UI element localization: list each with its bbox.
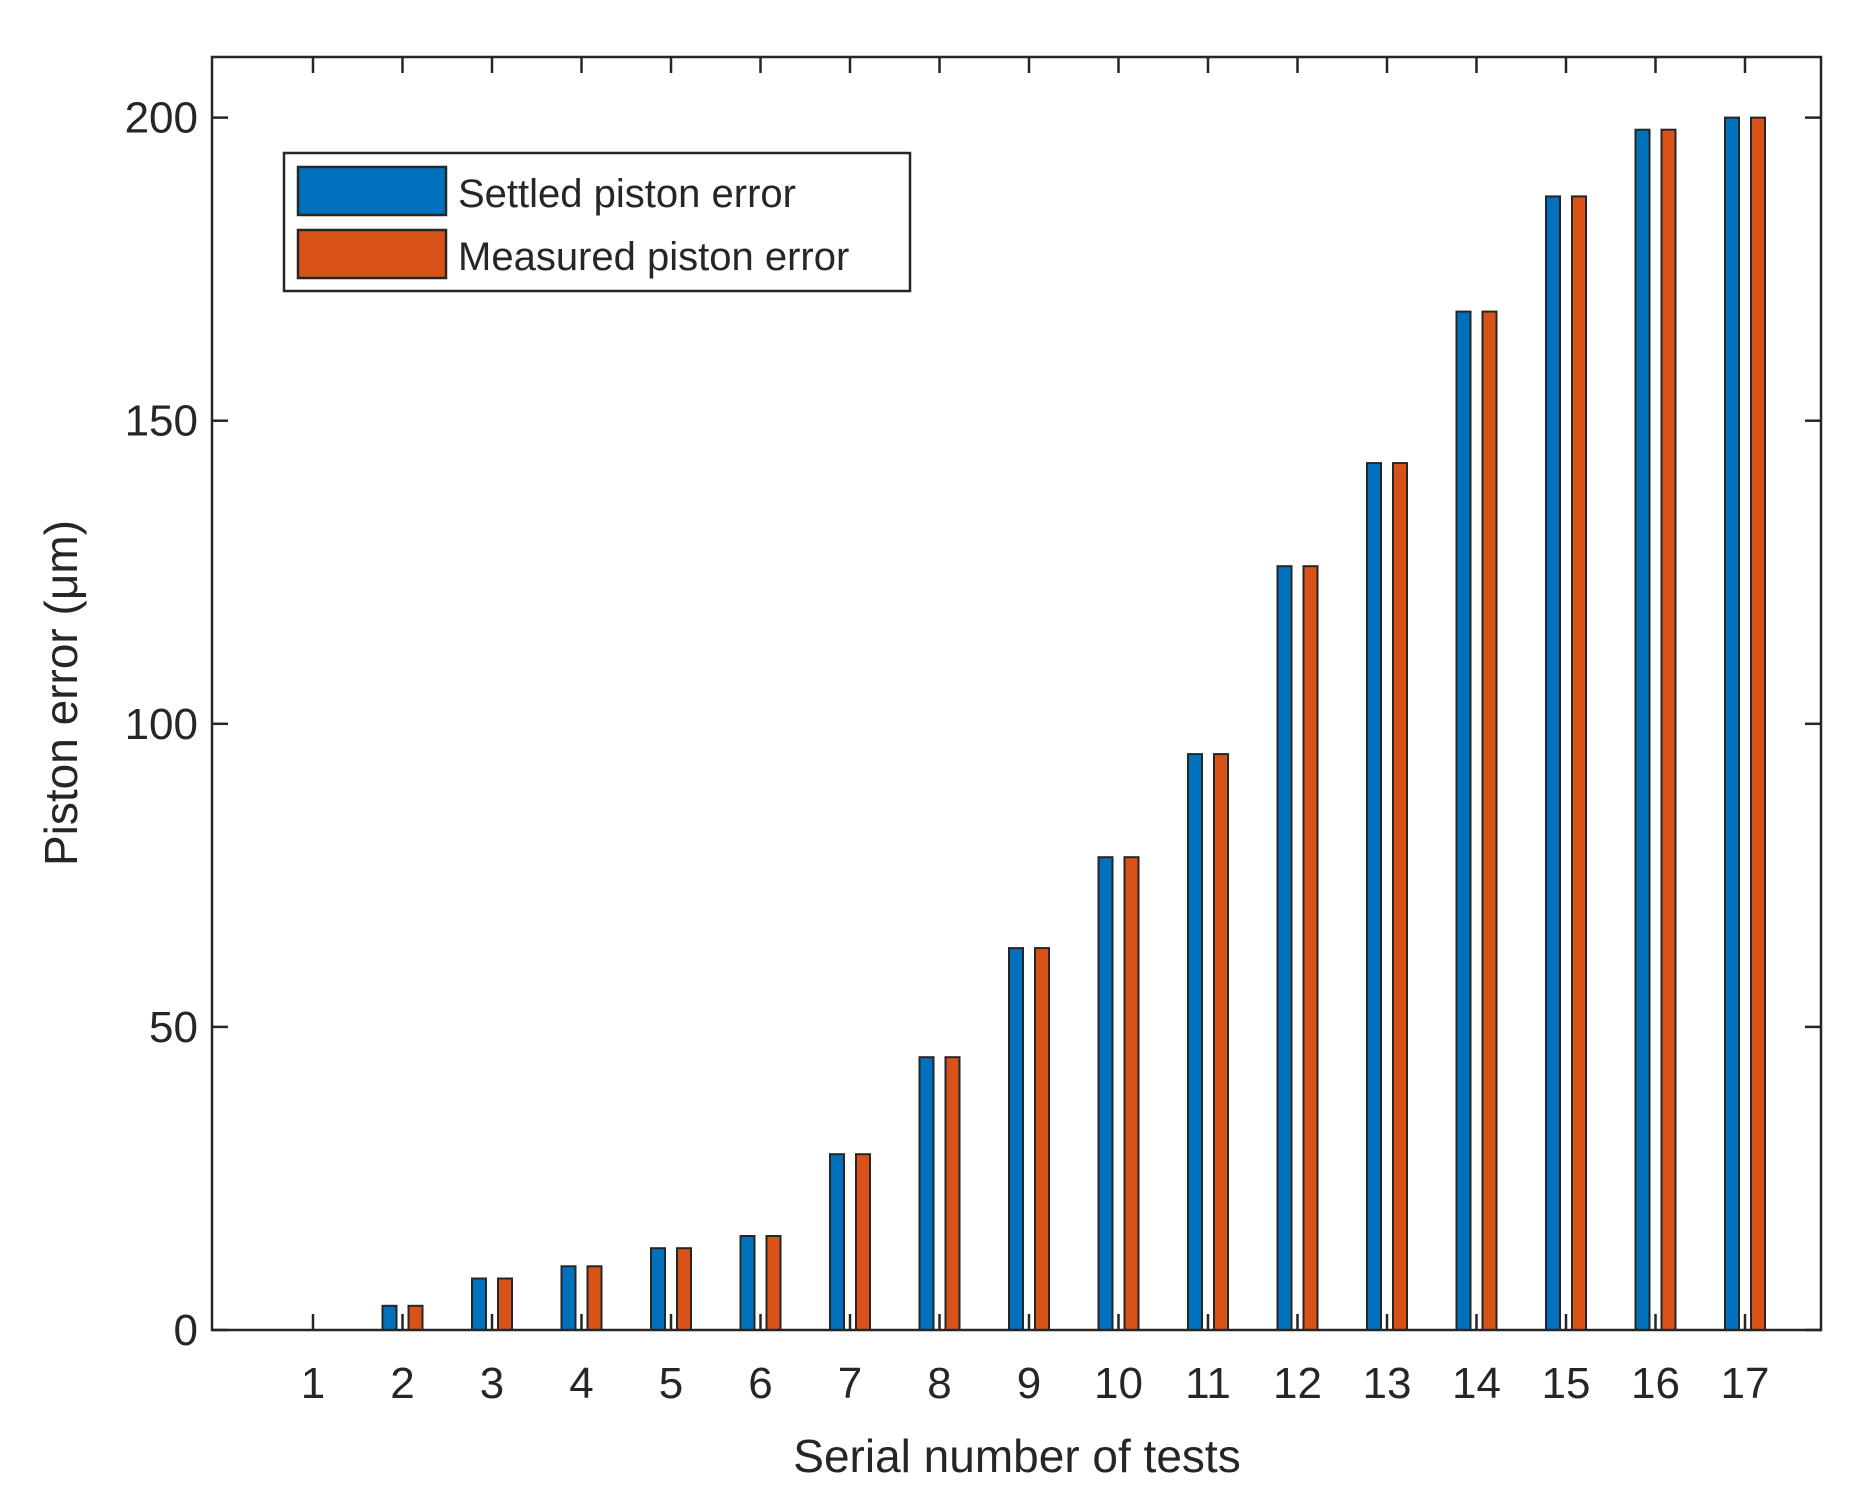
- y-axis-label: Piston error (μm): [35, 520, 87, 866]
- x-tick-label-16: 16: [1631, 1359, 1680, 1408]
- x-tick-label-10: 10: [1094, 1359, 1143, 1408]
- bar-measured-3: [497, 1277, 513, 1331]
- bar-measured-15: [1571, 195, 1587, 1331]
- x-tick-label-14: 14: [1452, 1359, 1501, 1408]
- legend: Settled piston error Measured piston err…: [282, 151, 912, 293]
- bar-measured-12: [1302, 565, 1319, 1331]
- bar-measured-10: [1123, 856, 1140, 1331]
- bar-measured-11: [1213, 753, 1229, 1331]
- bar-measured-7: [855, 1153, 871, 1331]
- x-tick-label-13: 13: [1363, 1359, 1412, 1408]
- legend-swatch-measured: [296, 228, 448, 280]
- bar-measured-2: [407, 1304, 424, 1332]
- x-tick-label-4: 4: [569, 1359, 593, 1408]
- bar-settled-16: [1634, 128, 1651, 1332]
- bar-settled-7: [829, 1153, 845, 1331]
- bar-measured-5: [676, 1247, 692, 1331]
- bar-settled-13: [1366, 462, 1382, 1332]
- bar-settled-12: [1276, 565, 1293, 1331]
- x-tick-label-3: 3: [480, 1359, 504, 1408]
- bar-settled-2: [381, 1304, 398, 1332]
- x-tick-label-9: 9: [1017, 1359, 1041, 1408]
- bar-measured-9: [1034, 947, 1050, 1331]
- bar-settled-5: [650, 1247, 666, 1331]
- bar-measured-4: [586, 1265, 603, 1332]
- y-tick-label-200: 200: [125, 94, 198, 143]
- x-tick-label-2: 2: [390, 1359, 414, 1408]
- y-tick-label-150: 150: [125, 397, 198, 446]
- bar-settled-11: [1187, 753, 1203, 1331]
- bar-measured-6: [765, 1235, 782, 1331]
- bar-settled-10: [1097, 856, 1114, 1331]
- plot-area-frame: [210, 55, 1823, 1332]
- bar-settled-8: [918, 1056, 935, 1331]
- bar-measured-13: [1392, 462, 1408, 1332]
- bar-settled-3: [471, 1277, 487, 1331]
- bar-measured-17: [1750, 116, 1766, 1332]
- x-axis-label: Serial number of tests: [793, 1430, 1240, 1482]
- bar-measured-16: [1660, 128, 1677, 1332]
- x-tick-label-6: 6: [748, 1359, 772, 1408]
- bar-measured-14: [1481, 310, 1498, 1332]
- legend-label-settled: Settled piston error: [458, 172, 796, 216]
- x-tick-label-8: 8: [927, 1359, 951, 1408]
- bar-settled-14: [1455, 310, 1472, 1332]
- bar-settled-17: [1724, 116, 1740, 1332]
- x-tick-label-15: 15: [1542, 1359, 1591, 1408]
- x-tick-label-5: 5: [659, 1359, 683, 1408]
- x-tick-label-17: 17: [1721, 1359, 1770, 1408]
- bar-settled-6: [739, 1235, 756, 1331]
- bar-measured-8: [944, 1056, 961, 1331]
- x-tick-label-7: 7: [838, 1359, 862, 1408]
- bar-settled-4: [560, 1265, 577, 1332]
- legend-label-measured: Measured piston error: [458, 235, 849, 279]
- bar-settled-15: [1545, 195, 1561, 1331]
- x-tick-label-12: 12: [1273, 1359, 1322, 1408]
- y-tick-label-0: 0: [174, 1306, 198, 1355]
- y-tick-label-100: 100: [125, 700, 198, 749]
- ticks-layer: [212, 57, 1821, 1332]
- legend-swatch-settled: [296, 165, 448, 217]
- bar-settled-9: [1008, 947, 1024, 1331]
- x-tick-label-1: 1: [301, 1359, 325, 1408]
- x-tick-label-11: 11: [1185, 1359, 1231, 1408]
- y-tick-label-50: 50: [149, 1003, 198, 1052]
